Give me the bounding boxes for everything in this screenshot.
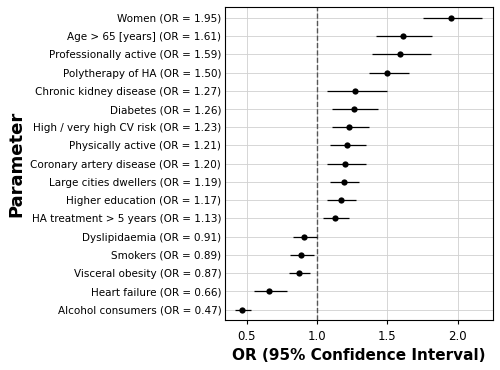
X-axis label: OR (95% Confidence Interval): OR (95% Confidence Interval) — [232, 348, 486, 363]
Y-axis label: Parameter: Parameter — [7, 111, 25, 217]
